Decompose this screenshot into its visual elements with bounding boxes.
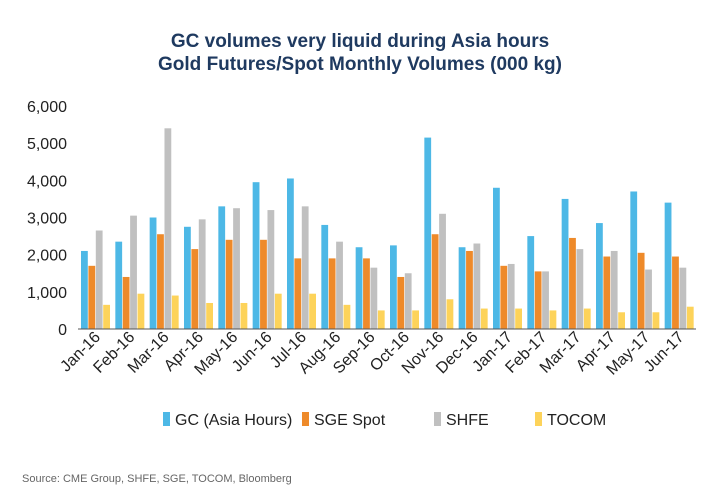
legend-label: TOCOM bbox=[547, 412, 606, 429]
bar-gc-asia-hours-jun-17 bbox=[664, 202, 672, 329]
bar-sge-spot-may-17 bbox=[637, 252, 645, 329]
source-note: Source: CME Group, SHFE, SGE, TOCOM, Blo… bbox=[22, 473, 292, 485]
bar-gc-asia-hours-nov-16 bbox=[424, 137, 432, 329]
bar-tocom-dec-16 bbox=[480, 308, 488, 329]
bar-tocom-jan-16 bbox=[103, 304, 110, 329]
bar-tocom-feb-16 bbox=[137, 293, 145, 329]
bar-tocom-may-17 bbox=[652, 312, 660, 329]
bar-tocom-mar-17 bbox=[583, 308, 591, 329]
bar-tocom-feb-17 bbox=[549, 310, 557, 329]
bar-gc-asia-hours-may-16 bbox=[218, 206, 226, 329]
y-axis: 0 1,000 2,000 3,000 4,000 5,000 6,000 bbox=[27, 99, 67, 339]
bar-tocom-apr-16 bbox=[206, 302, 213, 329]
bar-gc-asia-hours-aug-16 bbox=[321, 224, 329, 329]
bar-tocom-jun-17 bbox=[686, 306, 694, 329]
bar-sge-spot-jul-16 bbox=[294, 258, 302, 329]
legend-label: SGE Spot bbox=[314, 412, 386, 429]
chart-subtitle: Gold Futures/Spot Monthly Volumes (000 k… bbox=[158, 54, 562, 75]
bar-sge-spot-apr-16 bbox=[191, 249, 199, 329]
bar-gc-asia-hours-feb-17 bbox=[527, 236, 535, 329]
bar-sge-spot-jun-16 bbox=[260, 239, 267, 329]
bar-sge-spot-mar-17 bbox=[569, 237, 576, 329]
bar-tocom-jun-16 bbox=[274, 293, 282, 329]
legend-swatch bbox=[302, 412, 309, 426]
bar-sge-spot-sep-16 bbox=[363, 258, 370, 329]
bar-tocom-oct-16 bbox=[412, 310, 419, 329]
bar-shfe-sep-16 bbox=[370, 267, 378, 329]
bar-shfe-oct-16 bbox=[404, 273, 412, 329]
bar-gc-asia-hours-dec-16 bbox=[458, 247, 466, 329]
bar-shfe-jun-16 bbox=[267, 210, 275, 329]
bars bbox=[81, 128, 694, 329]
legend-label: GC (Asia Hours) bbox=[175, 412, 292, 429]
bar-shfe-jul-16 bbox=[301, 206, 309, 329]
bar-tocom-jan-17 bbox=[515, 308, 522, 329]
bar-shfe-nov-16 bbox=[439, 213, 446, 329]
bar-gc-asia-hours-oct-16 bbox=[390, 245, 397, 329]
bar-sge-spot-oct-16 bbox=[397, 276, 405, 329]
bar-sge-spot-feb-17 bbox=[534, 271, 542, 329]
bar-tocom-sep-16 bbox=[377, 310, 385, 329]
bar-shfe-dec-16 bbox=[473, 243, 481, 329]
bar-gc-asia-hours-jan-16 bbox=[81, 250, 88, 329]
bar-shfe-jun-17 bbox=[679, 267, 687, 329]
bar-sge-spot-nov-16 bbox=[431, 234, 439, 329]
bar-shfe-may-17 bbox=[645, 269, 652, 329]
bar-sge-spot-jan-17 bbox=[500, 265, 508, 329]
bar-gc-asia-hours-apr-16 bbox=[184, 226, 191, 329]
chart-title: GC volumes very liquid during Asia hours bbox=[171, 31, 549, 52]
x-axis: Jan-16Feb-16Mar-16Apr-16May-16Jun-16Jul-… bbox=[57, 329, 687, 379]
bar-shfe-jan-16 bbox=[95, 230, 103, 329]
bar-gc-asia-hours-mar-17 bbox=[561, 198, 569, 329]
bar-shfe-aug-16 bbox=[336, 241, 343, 329]
bar-shfe-apr-17 bbox=[610, 250, 618, 329]
bar-tocom-jul-16 bbox=[309, 293, 316, 329]
legend-swatch bbox=[535, 412, 542, 426]
y-tick-label: 4,000 bbox=[27, 173, 67, 190]
bar-tocom-nov-16 bbox=[446, 299, 454, 329]
legend: GC (Asia Hours) SGE Spot SHFE TOCOM bbox=[163, 412, 606, 429]
bar-sge-spot-mar-16 bbox=[157, 234, 164, 329]
bar-shfe-feb-17 bbox=[542, 271, 549, 329]
y-tick-label: 1,000 bbox=[27, 285, 67, 302]
bar-gc-asia-hours-feb-16 bbox=[115, 241, 123, 329]
y-tick-label: 6,000 bbox=[27, 99, 67, 116]
legend-swatch bbox=[163, 412, 170, 426]
bar-tocom-may-16 bbox=[240, 302, 248, 329]
y-tick-label: 2,000 bbox=[27, 248, 67, 265]
legend-swatch bbox=[434, 412, 441, 426]
bar-gc-asia-hours-jun-16 bbox=[252, 182, 260, 329]
bar-gc-asia-hours-jan-17 bbox=[493, 187, 500, 329]
bar-sge-spot-dec-16 bbox=[466, 250, 473, 329]
y-tick-label: 0 bbox=[58, 322, 67, 339]
bar-gc-asia-hours-jul-16 bbox=[287, 178, 294, 329]
bar-sge-spot-jan-16 bbox=[88, 265, 96, 329]
bar-shfe-feb-16 bbox=[130, 215, 137, 329]
bar-sge-spot-aug-16 bbox=[328, 258, 336, 329]
bar-sge-spot-jun-17 bbox=[672, 256, 679, 329]
bar-tocom-mar-16 bbox=[171, 295, 179, 329]
bar-gc-asia-hours-may-17 bbox=[630, 191, 638, 329]
bar-gc-asia-hours-sep-16 bbox=[355, 247, 363, 329]
bar-tocom-aug-16 bbox=[343, 304, 351, 329]
bar-shfe-apr-16 bbox=[198, 219, 206, 329]
bar-shfe-mar-16 bbox=[164, 128, 172, 329]
bar-shfe-jan-17 bbox=[507, 263, 515, 329]
bar-sge-spot-may-16 bbox=[225, 239, 233, 329]
bar-tocom-apr-17 bbox=[618, 312, 625, 329]
bar-shfe-mar-17 bbox=[576, 249, 584, 329]
y-tick-label: 3,000 bbox=[27, 211, 67, 228]
bar-sge-spot-apr-17 bbox=[603, 256, 611, 329]
bar-shfe-may-16 bbox=[233, 208, 240, 329]
y-tick-label: 5,000 bbox=[27, 136, 67, 153]
bar-gc-asia-hours-mar-16 bbox=[149, 217, 157, 329]
bar-gc-asia-hours-apr-17 bbox=[596, 223, 603, 329]
bar-sge-spot-feb-16 bbox=[122, 276, 130, 329]
legend-label: SHFE bbox=[446, 412, 489, 429]
